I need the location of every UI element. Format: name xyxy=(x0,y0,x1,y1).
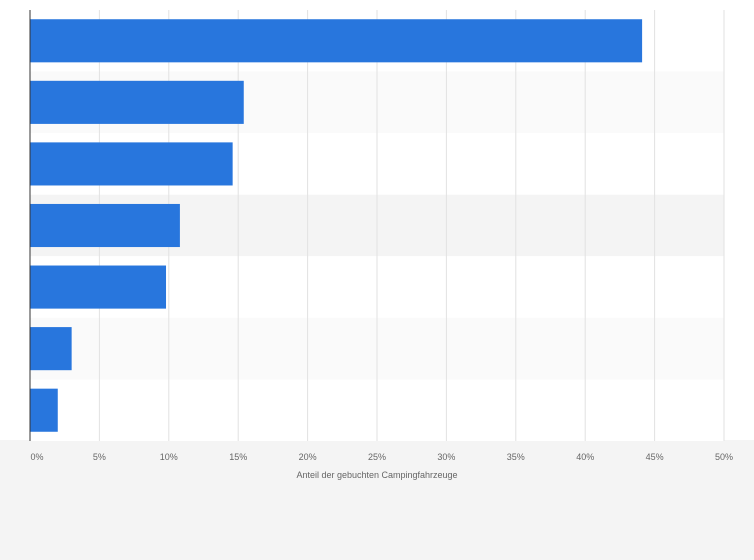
bar[interactable] xyxy=(30,142,233,186)
bar[interactable] xyxy=(30,19,643,63)
x-tick-label: 40% xyxy=(576,452,594,462)
bar[interactable] xyxy=(30,388,58,432)
x-tick-label: 0% xyxy=(30,452,43,462)
bar[interactable] xyxy=(30,80,244,124)
x-tick-label: 30% xyxy=(437,452,455,462)
bars xyxy=(30,19,643,432)
bar[interactable] xyxy=(30,203,180,248)
x-tick-label: 35% xyxy=(507,452,525,462)
x-tick-label: 50% xyxy=(715,452,733,462)
x-tick-labels: 0% 5% 10% 15% 20% 25% 30% 35% 40% 45% 50% xyxy=(30,452,733,462)
bar[interactable] xyxy=(30,265,167,309)
x-axis-title: Anteil der gebuchten Campingfahrzeuge xyxy=(296,470,457,480)
x-tick-label: 15% xyxy=(229,452,247,462)
x-tick-label: 45% xyxy=(646,452,664,462)
x-tick-label: 10% xyxy=(160,452,178,462)
x-tick-label: 20% xyxy=(299,452,317,462)
x-tick-label: 25% xyxy=(368,452,386,462)
x-tick-label: 5% xyxy=(93,452,106,462)
bar[interactable] xyxy=(30,327,72,371)
